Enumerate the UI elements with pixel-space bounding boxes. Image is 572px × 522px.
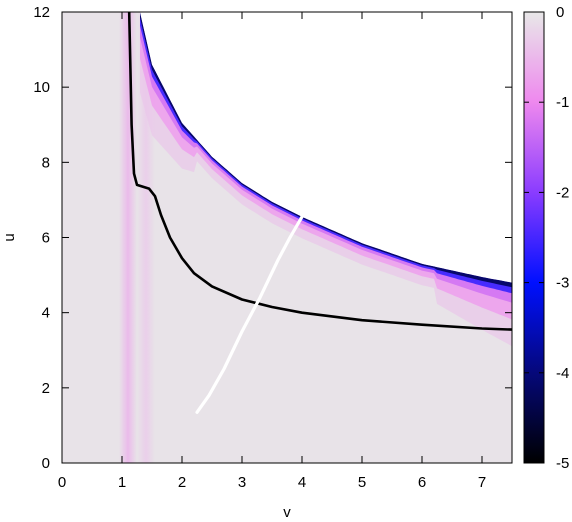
x-tick-label: 2 xyxy=(178,474,186,491)
y-tick-label: 10 xyxy=(33,79,50,96)
series-line-0 xyxy=(127,12,512,331)
y-tick-label: 2 xyxy=(42,380,50,397)
colorbar-tick-label: -4 xyxy=(556,365,569,382)
x-axis-label: v xyxy=(283,504,291,521)
colorbar-tick-label: 0 xyxy=(556,4,564,21)
colorbar: 0 -1 -2 -3 -4 -5 xyxy=(523,4,569,472)
undefined-region xyxy=(140,12,512,283)
y-tick-label: 4 xyxy=(42,305,50,322)
x-tick-label: 6 xyxy=(418,474,426,491)
colorbar-tick-label: -2 xyxy=(556,184,569,201)
colorbar-tick-label: -3 xyxy=(556,275,569,292)
x-tick-label: 5 xyxy=(358,474,366,491)
x-tick-label: 4 xyxy=(298,474,306,491)
field-band xyxy=(119,12,137,463)
x-tick-label: 1 xyxy=(118,474,126,491)
x-tick-label: 0 xyxy=(58,474,66,491)
y-axis-label: u xyxy=(1,233,18,241)
series-line-1 xyxy=(195,215,304,414)
x-tick-label: 7 xyxy=(478,474,486,491)
y-tick-label: 8 xyxy=(42,154,50,171)
field-edge-layer xyxy=(140,12,512,347)
colorbar-scale xyxy=(523,11,545,464)
colorbar-tick-label: -5 xyxy=(556,455,569,472)
y-tick-label: 0 xyxy=(42,455,50,472)
plot-area xyxy=(62,12,512,463)
x-tick-label: 3 xyxy=(238,474,246,491)
colorbar-tick-label: -1 xyxy=(556,94,569,111)
y-tick-label: 6 xyxy=(42,230,50,247)
y-tick-label: 12 xyxy=(33,4,50,21)
